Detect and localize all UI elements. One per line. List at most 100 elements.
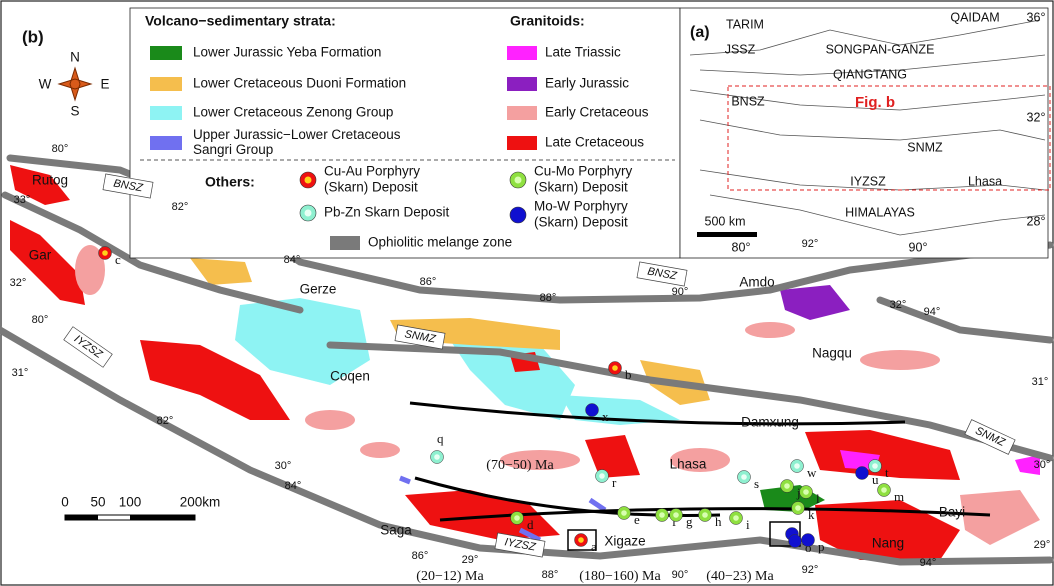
deposit-label: u [872, 472, 879, 487]
legend-symbol [515, 177, 522, 184]
deposit [599, 473, 605, 479]
deposit [795, 505, 801, 511]
coordinate-label: 32° [10, 277, 27, 289]
inset-label: BNSZ [731, 94, 765, 108]
deposit-label: p [818, 539, 825, 554]
legend-symbol [305, 177, 312, 184]
coordinate-label: 92° [802, 564, 819, 576]
deposit-label: b [625, 367, 632, 382]
compass-letter: S [70, 104, 79, 119]
place-label: Xigaze [604, 534, 645, 549]
scale-bar [65, 515, 195, 520]
deposit-label: w [807, 465, 817, 480]
coordinate-label: 84° [285, 480, 302, 492]
legend-swatch [330, 236, 360, 250]
coordinate-label: 32° [890, 299, 907, 311]
place-label: Saga [380, 523, 412, 538]
deposit [859, 470, 865, 476]
inset-label: SONGPAN-GANZE [826, 42, 935, 56]
deposit-label: t [885, 465, 889, 480]
inset-label: 500 km [705, 214, 746, 228]
deposit-label: q [437, 431, 444, 446]
legend-label: (Skarn) Deposit [534, 180, 628, 195]
deposit [589, 407, 595, 413]
legend-label: Cu-Mo Porphyry [534, 164, 633, 179]
age-label: (20−12) Ma [416, 569, 484, 584]
legend-heading: Others: [205, 174, 255, 190]
deposit [794, 463, 800, 469]
legend-swatch [507, 77, 537, 91]
compass-letter: N [70, 50, 80, 65]
coordinate-label: 90° [672, 569, 689, 581]
deposit [621, 510, 627, 516]
inset-label: 32° [1027, 110, 1046, 124]
legend-label: Lower Cretaceous Zenong Group [193, 105, 393, 120]
place-label: Lhasa [670, 457, 707, 472]
legend-heading: Volcano−sedimentary strata: [145, 13, 336, 29]
coordinate-label: 90° [672, 286, 689, 298]
compass-letter: W [39, 77, 52, 92]
deposit [702, 512, 708, 518]
place-label: Damxung [741, 415, 799, 430]
inset-label: 80° [732, 240, 751, 254]
deposit [881, 487, 887, 493]
deposit-label: d [527, 517, 534, 532]
coordinate-label: 88° [542, 569, 559, 581]
legend-label: (Skarn) Deposit [534, 215, 628, 230]
deposit [805, 537, 811, 543]
deposit [673, 512, 679, 518]
legend-label: Late Cretaceous [545, 135, 644, 150]
legend-label: Lower Jurassic Yeba Formation [193, 45, 381, 60]
deposit-label: k [808, 507, 815, 522]
inset-label: (a) [690, 24, 710, 41]
scale-label: 200km [180, 495, 221, 510]
deposit-label: a [591, 539, 597, 554]
coordinate-label: 80° [32, 314, 49, 326]
legend-label: Upper Jurassic−Lower Cretaceous [193, 127, 401, 142]
deposit [733, 515, 739, 521]
legend-label: Ophiolitic melange zone [368, 235, 512, 250]
legend-label: Sangri Group [193, 142, 273, 157]
coordinate-label: 33° [14, 194, 31, 206]
inset-label: 28° [1027, 214, 1046, 228]
coordinate-label: 30° [1034, 459, 1051, 471]
deposit [514, 515, 520, 521]
deposit [741, 474, 747, 480]
coordinate-label: 82° [172, 201, 189, 213]
map-figure: Volcano−sedimentary strata: Granitoids: … [0, 0, 1054, 586]
inset-label: QAIDAM [950, 10, 999, 24]
inset-label: SNMZ [907, 140, 943, 154]
legend-swatch [150, 46, 182, 60]
coordinate-label: 86° [420, 276, 437, 288]
inset-label: IYZSZ [850, 174, 886, 188]
legend-symbol [305, 210, 312, 217]
deposit-label: x [602, 409, 609, 424]
panel-label: (b) [22, 27, 44, 46]
place-label: Amdo [739, 275, 774, 290]
inset-label: QIANGTANG [833, 67, 907, 81]
deposit-label: s [754, 476, 759, 491]
legend-label: Early Jurassic [545, 76, 629, 91]
deposit [784, 483, 790, 489]
fig-ref: Fig. b [855, 94, 895, 111]
legend-label: (Skarn) Deposit [324, 180, 418, 195]
legend-label: Early Cretaceous [545, 105, 649, 120]
coordinate-label: 88° [540, 292, 557, 304]
coordinate-label: 94° [924, 306, 941, 318]
inset-label: HIMALAYAS [845, 205, 915, 219]
deposit-label: m [894, 489, 904, 504]
inset-label: 36° [1027, 10, 1046, 24]
coordinate-label: 31° [1032, 376, 1049, 388]
deposit-label: c [115, 252, 121, 267]
deposit [872, 463, 878, 469]
place-label: Rutog [32, 173, 68, 188]
place-label: Coqen [330, 369, 370, 384]
deposit [612, 365, 618, 371]
legend-swatch [150, 106, 182, 120]
legend-label: Late Triassic [545, 45, 621, 60]
legend-swatch [507, 106, 537, 120]
scale-label: 0 [61, 495, 69, 510]
inset-label: Lhasa [968, 174, 1002, 188]
deposit [659, 512, 665, 518]
coordinate-label: 30° [275, 460, 292, 472]
